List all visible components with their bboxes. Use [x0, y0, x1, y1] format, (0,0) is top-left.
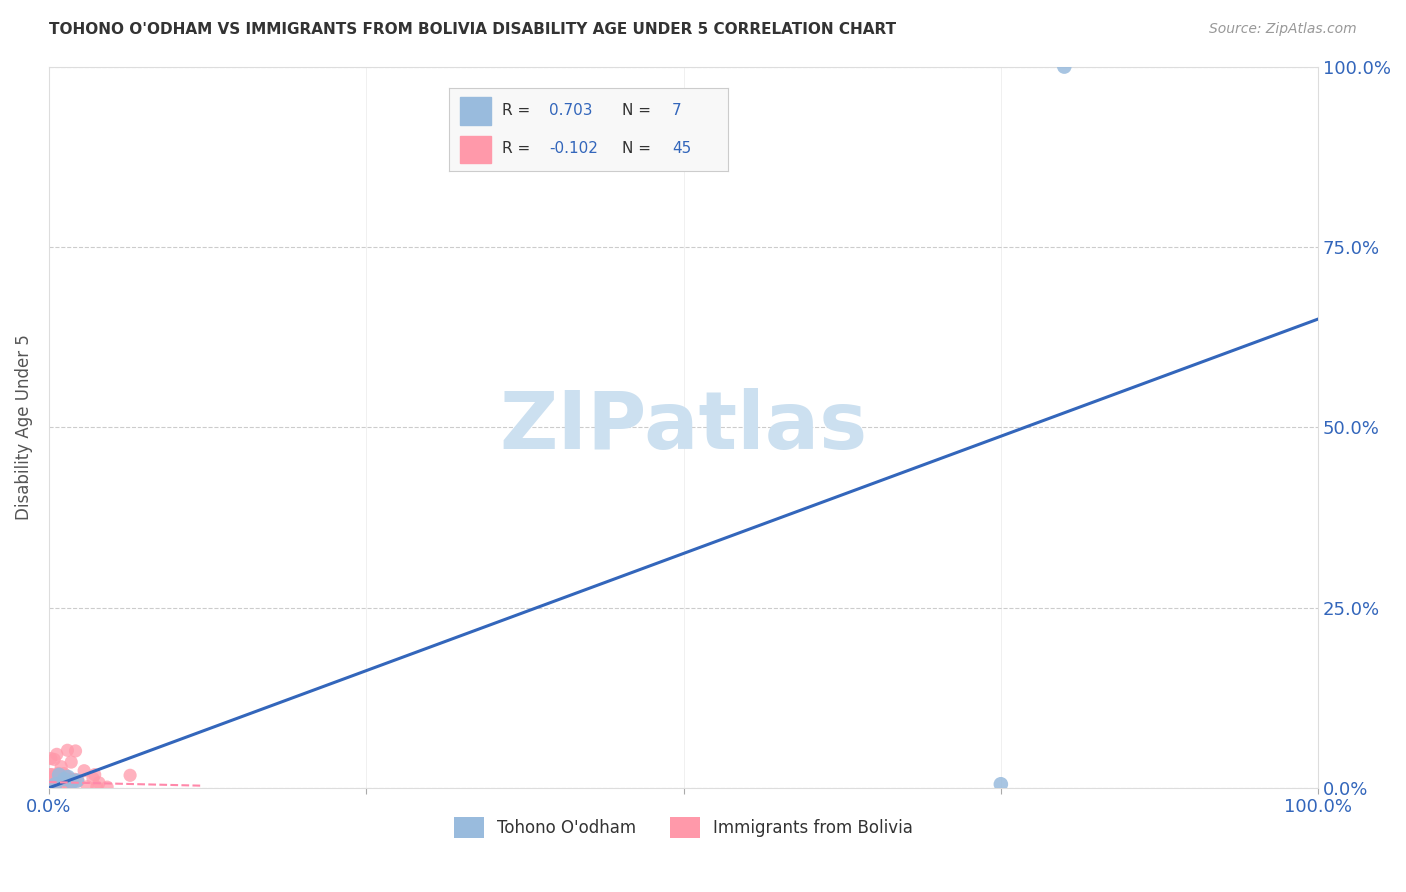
Point [44, 780, 66, 794]
Text: Source: ZipAtlas.com: Source: ZipAtlas.com [1209, 22, 1357, 37]
Point [76, 780, 98, 794]
Point [39, 780, 62, 794]
Point [58, 772, 80, 787]
Point [41, 776, 63, 790]
Point [56, 770, 79, 784]
Point [46, 766, 69, 780]
Legend: Tohono O'odham, Immigrants from Bolivia: Tohono O'odham, Immigrants from Bolivia [447, 811, 920, 845]
Point [39, 776, 62, 790]
Point [41, 773, 63, 788]
Point [48, 768, 70, 782]
Point [65, 744, 87, 758]
Point [51, 760, 73, 774]
Point [60, 775, 83, 789]
Point [66, 773, 89, 788]
Point [45, 747, 67, 762]
Point [56, 743, 79, 757]
Point [52, 766, 75, 780]
Point [41, 767, 63, 781]
Point [96, 780, 118, 794]
Point [48, 779, 70, 793]
Point [60, 777, 83, 791]
Point [67, 773, 90, 788]
Point [990, 777, 1012, 791]
Y-axis label: Disability Age Under 5: Disability Age Under 5 [15, 334, 32, 520]
Point [39, 772, 62, 786]
Point [63, 772, 86, 787]
Point [60, 755, 83, 769]
Point [42, 774, 65, 789]
Point [52, 780, 75, 794]
Point [44, 752, 66, 766]
Point [39, 772, 62, 787]
Text: ZIPatlas: ZIPatlas [499, 388, 868, 467]
Point [49, 772, 72, 787]
Point [39, 751, 62, 765]
Point [44, 769, 66, 783]
Point [44, 769, 66, 783]
Point [58, 778, 80, 792]
Point [42, 778, 65, 792]
Point [86, 780, 108, 794]
Text: TOHONO O'ODHAM VS IMMIGRANTS FROM BOLIVIA DISABILITY AGE UNDER 5 CORRELATION CHA: TOHONO O'ODHAM VS IMMIGRANTS FROM BOLIVI… [49, 22, 897, 37]
Point [45, 773, 67, 788]
Point [39, 768, 62, 782]
Point [87, 776, 110, 790]
Point [55, 769, 77, 783]
Point [59, 772, 82, 786]
Point [39, 780, 62, 794]
Point [46, 776, 69, 790]
Point [83, 767, 105, 781]
Point [120, 768, 142, 782]
Point [53, 772, 76, 787]
Point [1053, 60, 1076, 74]
Point [73, 764, 96, 778]
Point [82, 771, 104, 785]
Point [49, 770, 72, 784]
Point [48, 773, 70, 788]
Point [44, 777, 66, 791]
